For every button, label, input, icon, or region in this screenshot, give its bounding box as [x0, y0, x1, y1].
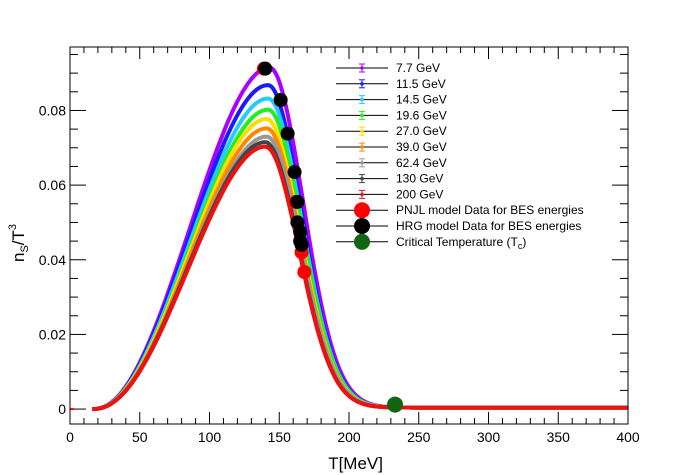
x-tick-label: 200 — [337, 429, 361, 445]
critical-temperature-point — [387, 396, 404, 413]
hrg-point — [294, 237, 309, 252]
svg-text:nS/T3: nS/T3 — [7, 224, 31, 262]
y-axis-title-den: /T — [9, 230, 28, 245]
legend-label: 7.7 GeV — [396, 61, 440, 75]
x-axis-title: T[MeV] — [328, 454, 383, 473]
hrg-point — [273, 93, 288, 108]
y-tick-label: 0.08 — [39, 102, 66, 118]
legend-marker — [354, 233, 370, 250]
legend-dot — [360, 192, 364, 197]
legend-label: HRG model Data for BES energies — [396, 219, 581, 233]
y-tick-label: 0.02 — [39, 326, 66, 342]
hrg-point — [258, 61, 273, 76]
legend-label: 39.0 GeV — [396, 140, 447, 154]
legend-label: 130 GeV — [396, 172, 443, 186]
legend-label: 14.5 GeV — [396, 93, 447, 107]
legend-dot — [360, 82, 364, 86]
pnjl-point — [297, 265, 312, 280]
legend-label: PNJL model Data for BES energies — [396, 203, 584, 217]
x-tick-label: 150 — [268, 429, 292, 445]
x-tick-label: 100 — [198, 429, 222, 445]
x-tick-label: 0 — [66, 429, 74, 445]
legend-dot — [360, 176, 364, 181]
y-axis-title-main: n — [9, 253, 28, 262]
legend-label: 19.6 GeV — [396, 108, 447, 122]
y-tick-label: 0.06 — [39, 177, 66, 193]
hrg-point — [287, 165, 302, 180]
hrg-point — [280, 126, 295, 141]
legend-label: 27.0 GeV — [396, 124, 447, 138]
y-tick-label: 0.04 — [39, 252, 66, 268]
legend-dot — [360, 129, 364, 133]
series-curves — [70, 65, 629, 412]
y-axis-title: nS/T3 — [7, 224, 31, 262]
legend-dot — [360, 97, 364, 102]
legend-label: Critical Temperature (Tc) — [396, 235, 526, 251]
curve-200-gev — [91, 144, 629, 412]
x-tick-label: 250 — [407, 429, 431, 445]
y-tick-label: 0 — [58, 401, 66, 417]
data-markers — [256, 61, 404, 413]
hrg-point — [290, 194, 305, 209]
legend-label: 200 GeV — [396, 187, 443, 201]
tick-labels: 0 50 100 150 200 250 300 350 400 0 0.02 0.04 0.06 0.0… — [39, 102, 640, 445]
x-tick-label: 350 — [547, 429, 571, 445]
y-axis-title-sup: 3 — [7, 224, 19, 230]
legend-label: 11.5 GeV — [396, 77, 446, 91]
legend-dot — [360, 66, 364, 70]
legend-marker — [354, 218, 370, 234]
legend-dot — [360, 145, 364, 149]
legend-dot — [360, 113, 364, 118]
plot-frame — [69, 46, 629, 425]
x-tick-label: 50 — [132, 429, 148, 445]
x-tick-label: 300 — [477, 429, 501, 445]
legend-dot — [360, 161, 364, 165]
y-axis-title-sub: S — [19, 245, 31, 252]
legend-label: 62.4 GeV — [396, 156, 447, 170]
legend-marker — [354, 202, 370, 219]
x-tick-label: 400 — [616, 429, 640, 445]
